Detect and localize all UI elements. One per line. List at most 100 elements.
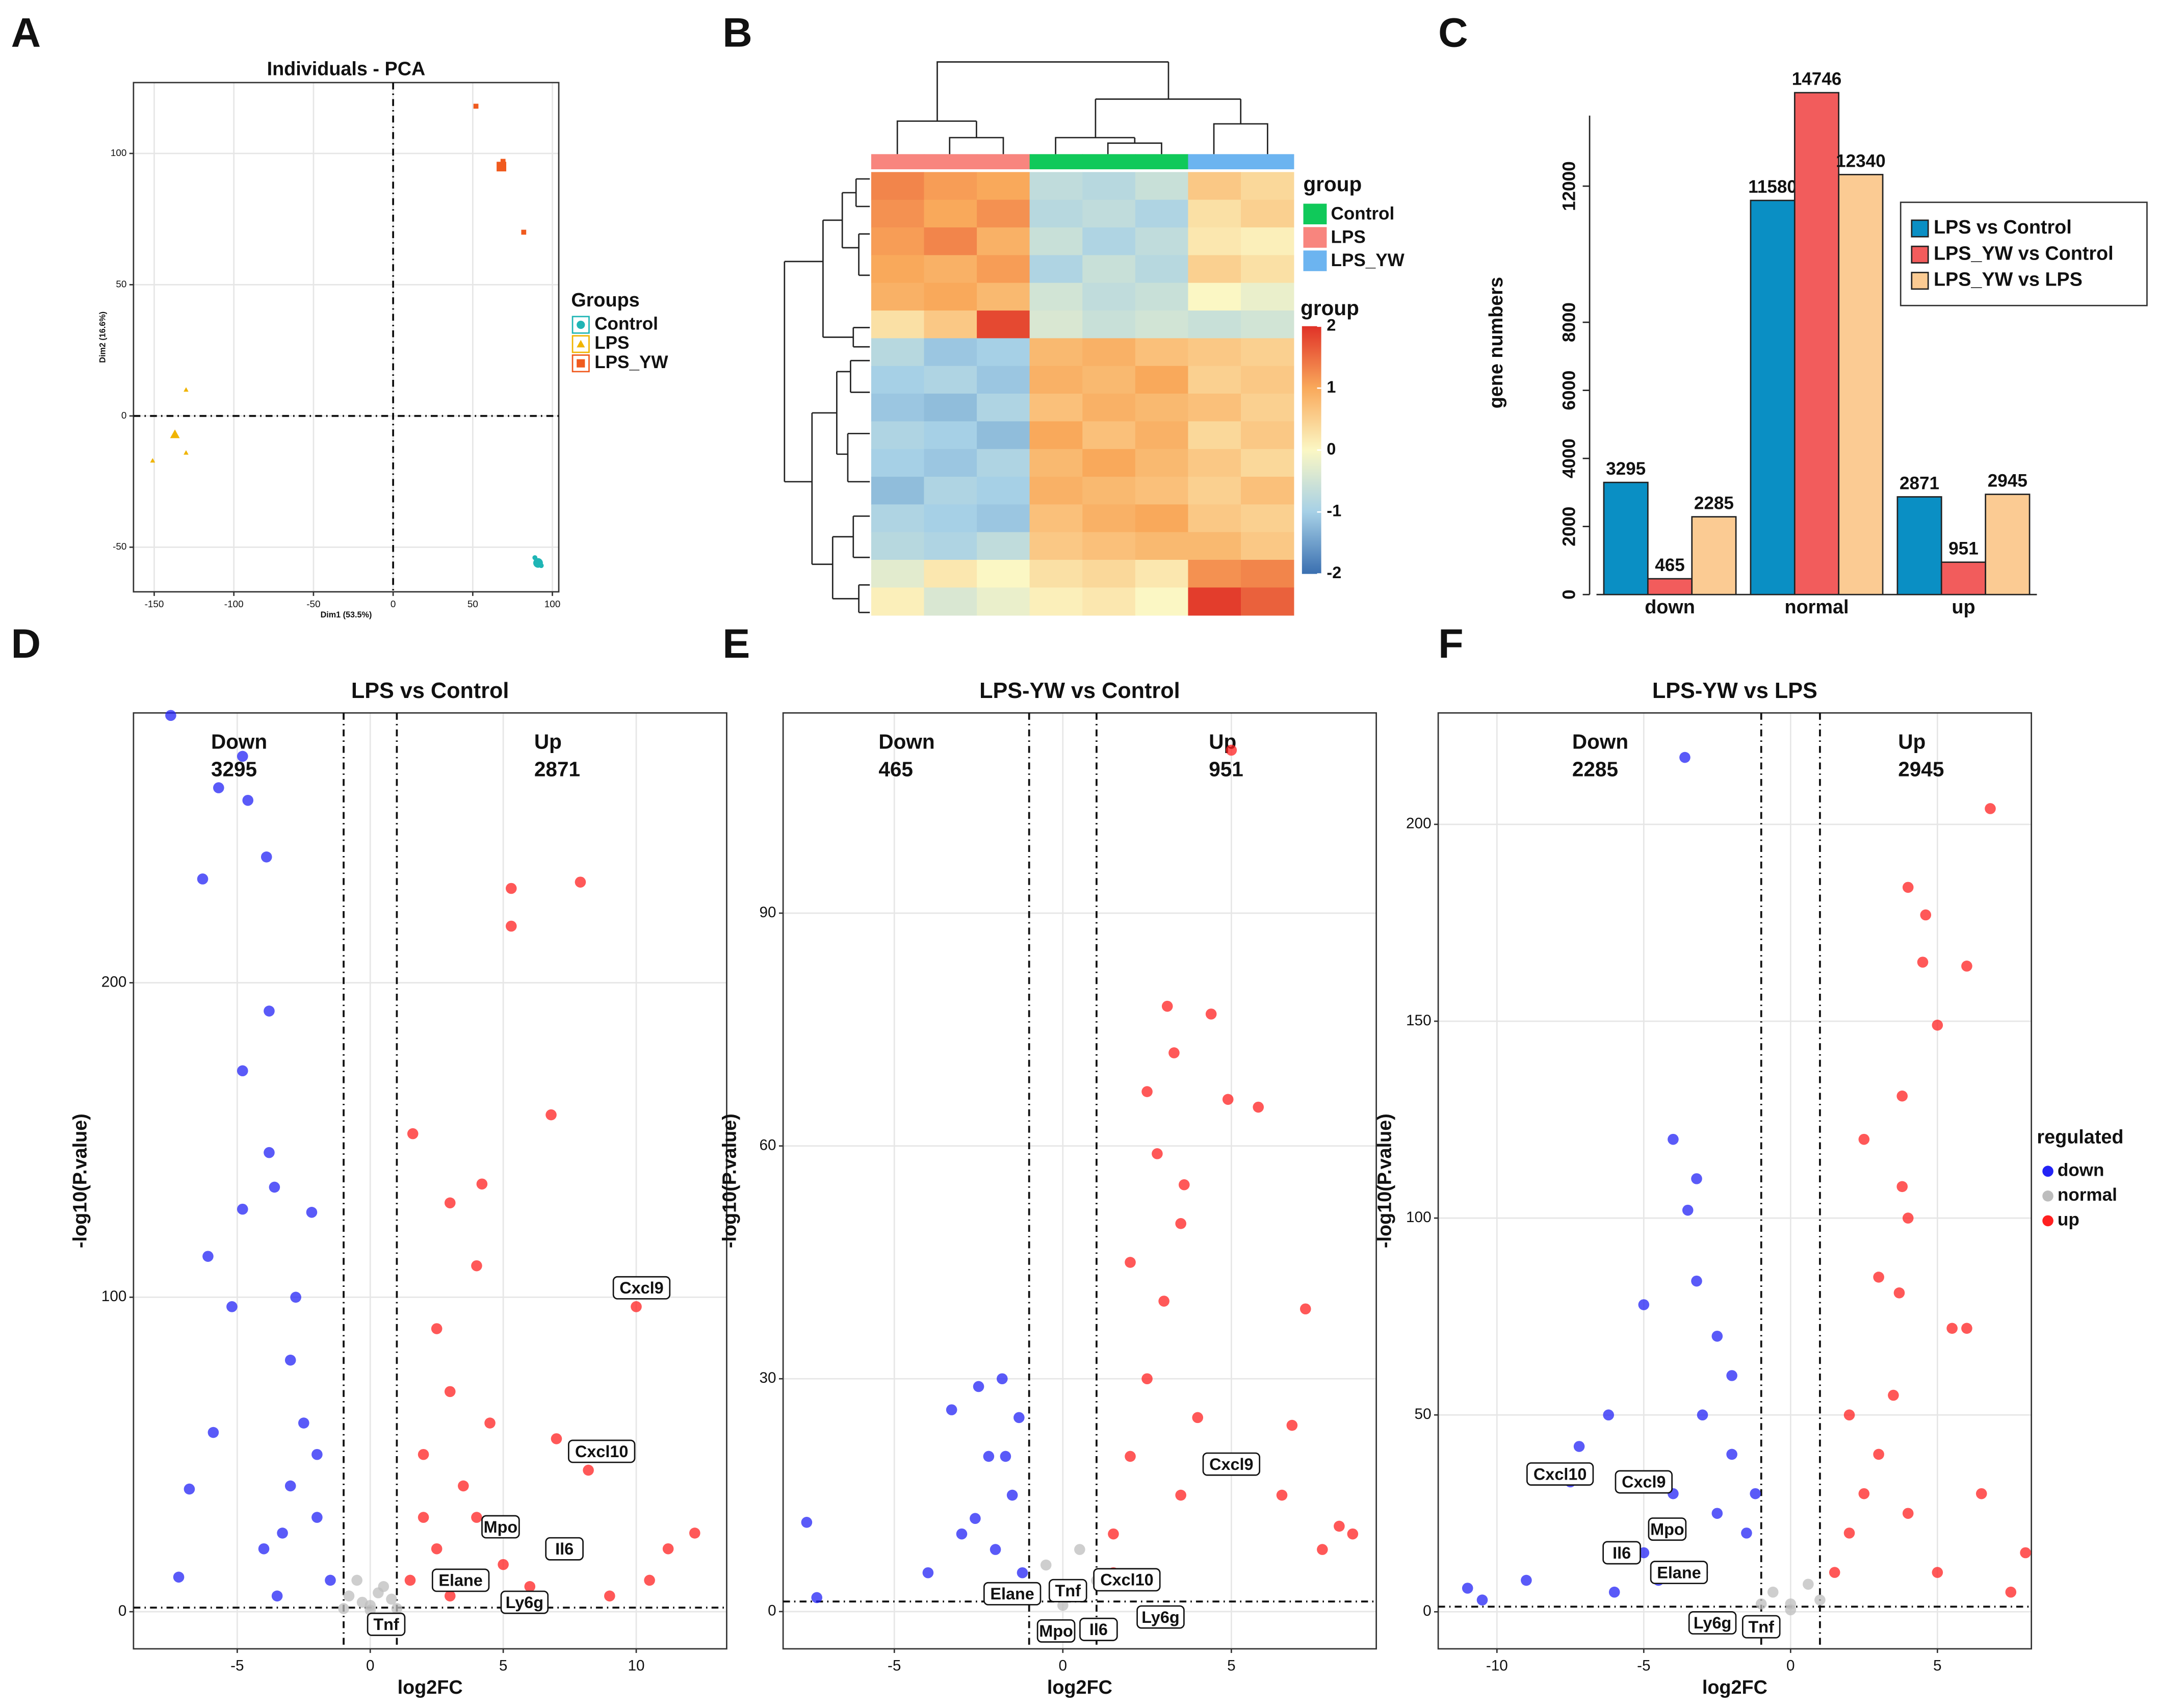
y-axis-label: gene numbers	[1486, 277, 1507, 408]
colorbar-title: group	[1301, 296, 1359, 320]
gene-label: Il6	[1613, 1544, 1631, 1562]
point	[1017, 1567, 1028, 1578]
point	[631, 1301, 642, 1312]
gene-label: Il6	[555, 1540, 574, 1558]
heatmap-cell	[1188, 310, 1241, 339]
point	[1814, 1594, 1826, 1606]
gene-label-box	[1741, 1615, 1781, 1639]
bar	[1750, 199, 1796, 596]
x-tick-label: 0	[391, 599, 396, 610]
heatmap-cell	[1029, 477, 1083, 505]
point	[173, 1571, 185, 1583]
point	[213, 782, 224, 793]
heatmap-cell	[871, 421, 925, 450]
point	[284, 1354, 296, 1366]
y-tick-label: 0	[1423, 1602, 1432, 1619]
heatmap-cell	[871, 172, 925, 200]
bar	[1793, 92, 1840, 596]
point	[1902, 1508, 1914, 1519]
point	[1679, 752, 1691, 763]
heatmap-cell	[924, 449, 977, 477]
gene-label-box	[1602, 1541, 1641, 1565]
point	[1946, 1323, 1958, 1334]
point	[351, 1574, 362, 1586]
point	[1013, 1412, 1025, 1424]
gene-label: Mpo	[1039, 1622, 1073, 1640]
bar	[1940, 561, 1986, 596]
point	[237, 1203, 248, 1215]
legend-label: Control	[1331, 203, 1395, 223]
point	[476, 1178, 488, 1190]
point	[290, 1291, 301, 1303]
point	[575, 876, 586, 888]
gene-label-box	[1136, 1605, 1185, 1629]
point	[500, 159, 506, 164]
heatmap-cell	[1241, 477, 1294, 505]
point	[1000, 1451, 1011, 1462]
y-axis-label: -log10(P.value)	[69, 1114, 91, 1248]
point	[1074, 1544, 1085, 1555]
point	[444, 1197, 456, 1209]
heatmap-cell	[977, 199, 1030, 228]
point	[1638, 1547, 1650, 1559]
heatmap-cell	[1082, 227, 1136, 256]
point	[1873, 1272, 1884, 1283]
legend-title: Groups	[571, 290, 639, 311]
point	[1668, 1133, 1679, 1145]
gene-label-box	[367, 1612, 406, 1636]
heatmap-cell	[1082, 421, 1136, 450]
point	[386, 1593, 397, 1605]
point	[1858, 1488, 1870, 1499]
heatmap-cell	[871, 310, 925, 339]
x-tick-label: 5	[499, 1658, 508, 1674]
x-tick-label: 10	[628, 1658, 644, 1674]
heatmap-cell	[1135, 421, 1189, 450]
bar	[1691, 516, 1737, 596]
group-annotation	[1135, 154, 1189, 170]
heatmap-cell	[1082, 559, 1136, 588]
point	[1178, 1179, 1190, 1191]
point	[1932, 1567, 1943, 1578]
heatmap-cell	[977, 449, 1030, 477]
legend-marker	[577, 320, 585, 329]
gene-label-box	[1048, 1578, 1087, 1602]
x-tick-label: 100	[544, 599, 561, 610]
point	[1711, 1508, 1723, 1519]
point	[373, 1587, 384, 1598]
point	[1697, 1409, 1708, 1421]
point	[1161, 1000, 1173, 1012]
y-tick-label: 90	[760, 904, 776, 921]
point	[1896, 1181, 1908, 1193]
panel: A Individuals - PCA -150 -100 -50 0 50 100 -50 0 5…	[11, 10, 669, 619]
heatmap-cell	[924, 172, 977, 200]
heatmap-cell	[924, 310, 977, 339]
bar-value-label: 951	[1948, 539, 1979, 559]
x-tick-label: 0	[366, 1658, 375, 1674]
chart-title: Individuals - PCA	[267, 59, 426, 80]
bar-value-label: 14746	[1792, 69, 1842, 89]
heatmap-cell	[924, 394, 977, 422]
point	[444, 1590, 456, 1602]
heatmap-cell	[924, 532, 977, 560]
group-annotation	[1241, 154, 1294, 170]
point	[269, 1181, 280, 1193]
legend-key	[1911, 245, 1929, 264]
heatmap-cell	[1241, 227, 1294, 256]
y-axis-label: Dim2 (16.6%)	[98, 312, 108, 363]
point	[946, 1404, 957, 1415]
heatmap-cell	[924, 255, 977, 283]
heatmap-cell	[977, 255, 1030, 283]
gene-label-box	[1093, 1568, 1161, 1592]
heatmap-cell	[1029, 199, 1083, 228]
point	[407, 1128, 419, 1140]
panel: C 0 2000 4000 6000 8000 12000 gene numbers down 3…	[1438, 10, 2148, 618]
y-tick-label: 200	[101, 973, 127, 990]
legend-marker	[577, 340, 585, 348]
bar	[1647, 578, 1693, 596]
point	[1902, 882, 1914, 893]
y-tick-label: 30	[760, 1369, 776, 1386]
point	[197, 873, 209, 885]
point	[325, 1574, 336, 1586]
colorbar-tick-label: -1	[1327, 502, 1341, 520]
gene-label: Cxcl10	[575, 1442, 628, 1461]
